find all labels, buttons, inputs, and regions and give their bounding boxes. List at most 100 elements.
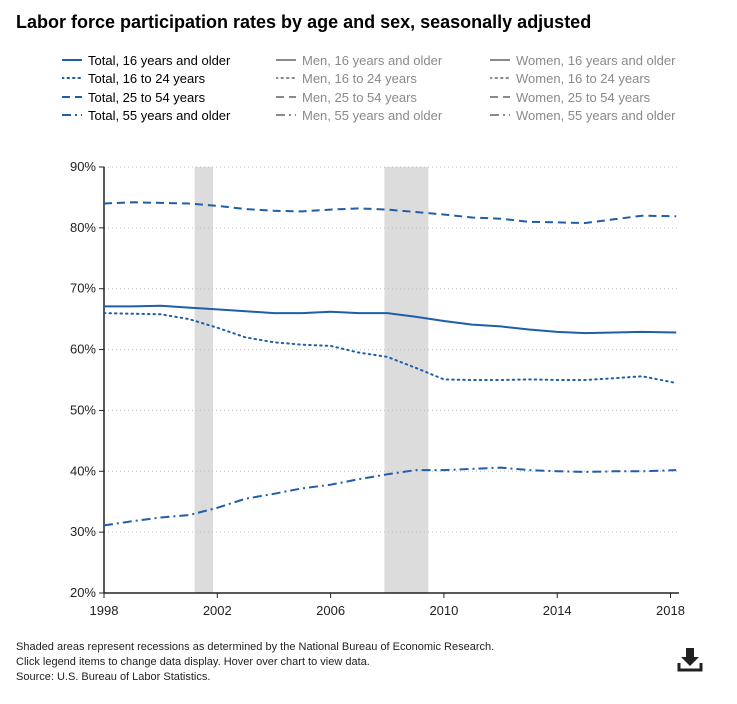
data-point[interactable]: Total, 25 to 54 years: 83% [385,207,390,212]
data-point[interactable]: Total, 16 to 24 years: 57% [413,365,418,370]
data-point[interactable]: Total, 16 to 24 years: 60.6% [328,343,333,348]
data-point[interactable]: Total, 55 years and older: 32.8% [186,513,191,518]
data-point[interactable]: Total, 16 years and older: 67.2% [158,303,163,308]
data-point[interactable]: Total, 16 to 24 years: 55.1% [441,377,446,382]
data-point[interactable]: Total, 16 years and older: 64.7% [441,318,446,323]
data-point[interactable]: Total, 16 years and older: 66.6% [215,307,220,312]
data-point[interactable]: Total, 25 to 54 years: 80.9% [555,220,560,225]
data-point[interactable]: Total, 16 to 24 years: 55% [470,378,475,383]
data-point[interactable]: Total, 55 years and older: 31.8% [130,519,135,524]
data-point[interactable]: Total, 25 to 54 years: 83% [328,207,333,212]
data-point[interactable]: Total, 16 to 24 years: 61.2% [271,340,276,345]
legend-item-men-25-54[interactable]: Men, 25 to 54 years [276,88,417,106]
legend-item-women-16-24[interactable]: Women, 16 to 24 years [490,69,650,87]
data-point[interactable]: Total, 16 to 24 years: 63.6% [215,325,220,330]
data-point[interactable]: Total, 16 years and older: 63.3% [526,327,531,332]
data-point[interactable]: Total, 25 to 54 years: 81.9% [674,214,679,219]
data-point[interactable]: Total, 16 to 24 years: 55.3% [611,376,616,381]
data-point[interactable]: Total, 55 years and older: 40% [611,469,616,474]
data-point[interactable]: Total, 16 years and older: 62.9% [555,329,560,334]
data-point[interactable]: Total, 16 to 24 years: 65.8% [158,312,163,317]
data-point[interactable]: Total, 16 years and older: 62.9% [640,329,645,334]
data-point[interactable]: Total, 55 years and older: 39.9% [583,469,588,474]
data-point[interactable]: Total, 25 to 54 years: 82% [640,213,645,218]
data-point[interactable]: Total, 16 to 24 years: 55% [583,378,588,383]
data-point[interactable]: Total, 55 years and older: 37.2% [300,486,305,491]
legend-item-men-16-older[interactable]: Men, 16 years and older [276,51,442,69]
series-line-dashdot[interactable] [103,466,677,527]
data-point[interactable]: Total, 25 to 54 years: 82.6% [413,210,418,215]
data-point[interactable]: Total, 55 years and older: 37.8% [328,482,333,487]
data-point[interactable]: Total, 16 to 24 years: 55.1% [526,377,531,382]
legend-item-men-55-older[interactable]: Men, 55 years and older [276,106,442,124]
data-point[interactable]: Total, 16 years and older: 62.8% [611,330,616,335]
data-point[interactable]: Total, 16 to 24 years: 66% [102,311,107,316]
data-point[interactable]: Total, 25 to 54 years: 83.1% [243,206,248,211]
data-point[interactable]: Total, 16 to 24 years: 62% [243,335,248,340]
data-point[interactable]: Total, 25 to 54 years: 82.8% [271,208,276,213]
data-point[interactable]: Total, 16 years and older: 66.3% [243,309,248,314]
data-point[interactable]: Total, 25 to 54 years: 84% [186,201,191,206]
data-point[interactable]: Total, 25 to 54 years: 81.7% [470,215,475,220]
data-point[interactable]: Total, 16 years and older: 62.8% [674,330,679,335]
data-point[interactable]: Total, 55 years and older: 40.2% [413,468,418,473]
data-point[interactable]: Total, 16 to 24 years: 55% [555,378,560,383]
data-point[interactable]: Total, 16 years and older: 67.1% [130,304,135,309]
legend-item-total-25-54[interactable]: Total, 25 to 54 years [62,88,205,106]
legend-item-women-25-54[interactable]: Women, 25 to 54 years [490,88,650,106]
data-point[interactable]: Total, 25 to 54 years: 83.6% [215,203,220,208]
legend-item-total-16-24[interactable]: Total, 16 to 24 years [62,69,205,87]
data-point[interactable]: Total, 16 to 24 years: 54.5% [674,381,679,386]
data-point[interactable]: Total, 55 years and older: 40.2% [441,468,446,473]
line-chart[interactable]: 20% 30% 40% 50% 60% 70% 80% 90% 1998 2002 2006 2010… [0,150,737,630]
legend-item-men-16-24[interactable]: Men, 16 to 24 years [276,69,417,87]
data-point[interactable]: Total, 55 years and older: 40.2% [526,468,531,473]
data-point[interactable]: Total, 16 years and older: 66% [385,311,390,316]
data-point[interactable]: Total, 55 years and older: 34% [215,505,220,510]
data-point[interactable]: Total, 25 to 54 years: 81.5% [498,216,503,221]
series-line-dotted[interactable] [103,312,678,384]
data-point[interactable]: Total, 55 years and older: 35.5% [243,496,248,501]
legend-item-women-16-older[interactable]: Women, 16 years and older [490,51,675,69]
data-point[interactable]: Total, 16 to 24 years: 55.6% [640,374,645,379]
data-point[interactable]: Total, 16 years and older: 66% [300,311,305,316]
series-line-solid[interactable] [104,304,677,335]
data-point[interactable]: Total, 16 to 24 years: 58.8% [385,354,390,359]
data-point[interactable]: Total, 25 to 54 years: 84% [102,201,107,206]
data-point[interactable]: Total, 16 to 24 years: 65% [186,317,191,322]
data-point[interactable]: Total, 25 to 54 years: 82.7% [300,209,305,214]
data-point[interactable]: Total, 16 to 24 years: 60.8% [300,342,305,347]
data-point[interactable]: Total, 55 years and older: 36.3% [271,491,276,496]
data-point[interactable]: Total, 55 years and older: 40.2% [674,468,679,473]
data-point[interactable]: Total, 55 years and older: 40% [555,469,560,474]
data-point[interactable]: Total, 16 years and older: 65.4% [413,314,418,319]
data-point[interactable]: Total, 16 years and older: 66.9% [186,305,191,310]
data-point[interactable]: Total, 16 years and older: 67.1% [102,304,107,309]
data-point[interactable]: Total, 16 years and older: 63.8% [498,324,503,329]
data-point[interactable]: Total, 25 to 54 years: 81.4% [611,217,616,222]
data-point[interactable]: Total, 55 years and older: 40% [640,469,645,474]
series-line-dashed[interactable] [103,201,677,224]
data-point[interactable]: Total, 16 years and older: 62.7% [583,331,588,336]
data-point[interactable]: Total, 25 to 54 years: 83.2% [356,206,361,211]
legend-item-women-55-older[interactable]: Women, 55 years and older [490,106,675,124]
data-point[interactable]: Total, 25 to 54 years: 82.2% [441,212,446,217]
data-point[interactable]: Total, 55 years and older: 38.7% [356,477,361,482]
data-point[interactable]: Total, 55 years and older: 32.4% [158,515,163,520]
legend-item-total-16-older[interactable]: Total, 16 years and older [62,51,230,69]
download-button[interactable] [676,645,704,673]
legend-item-total-55-older[interactable]: Total, 55 years and older [62,106,230,124]
data-point[interactable]: Total, 55 years and older: 40.4% [470,466,475,471]
data-point[interactable]: Total, 16 years and older: 66.2% [328,309,333,314]
data-point[interactable]: Total, 55 years and older: 31.1% [102,523,107,528]
data-point[interactable]: Total, 16 to 24 years: 65.9% [130,311,135,316]
data-point[interactable]: Total, 25 to 54 years: 84.1% [158,200,163,205]
data-point[interactable]: Total, 25 to 54 years: 84.2% [130,200,135,205]
data-point[interactable]: Total, 55 years and older: 39.5% [385,472,390,477]
data-point[interactable]: Total, 16 years and older: 66% [271,311,276,316]
data-point[interactable]: Total, 25 to 54 years: 80.8% [583,220,588,225]
data-point[interactable]: Total, 16 to 24 years: 59.5% [356,350,361,355]
data-point[interactable]: Total, 16 years and older: 66% [356,311,361,316]
data-point[interactable]: Total, 16 years and older: 64.1% [470,322,475,327]
data-point[interactable]: Total, 25 to 54 years: 81% [526,219,531,224]
